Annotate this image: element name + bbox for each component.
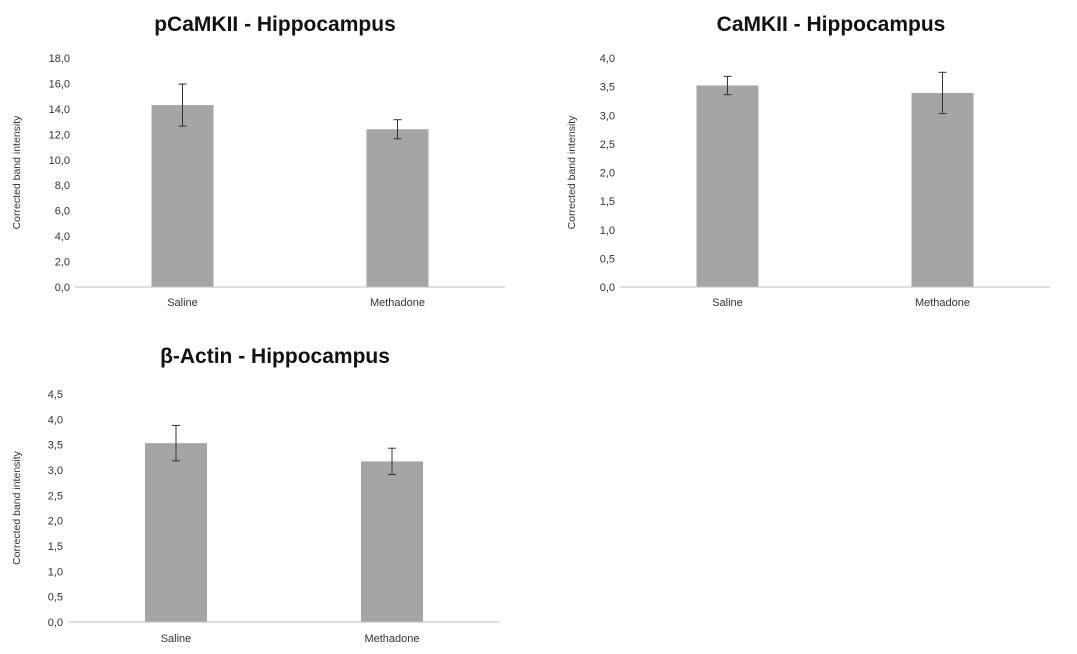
- y-tick-label: 3,0: [48, 465, 63, 477]
- category-label: Methadone: [364, 633, 419, 645]
- y-tick-label: 0,0: [55, 282, 70, 294]
- bar: [361, 461, 423, 622]
- y-tick-label: 1,5: [600, 196, 615, 208]
- y-tick-label: 4,0: [600, 53, 615, 65]
- y-axis-label: Corrected band intensity: [11, 450, 23, 565]
- y-tick-label: 0,5: [600, 253, 615, 265]
- y-axis-label: Corrected band intensity: [566, 115, 578, 230]
- chart-svg: 0,0 0,5 1,0 1,5 2,0 2,5 3,0 3,5 4,0 Corrected ban…: [566, 53, 1050, 309]
- y-axis-label: Corrected band intensity: [11, 115, 23, 230]
- chart-title: β-Actin - Hippocampus: [160, 345, 390, 368]
- y-tick-label: 8,0: [55, 180, 70, 192]
- category-label: Methadone: [370, 297, 425, 309]
- y-tick-label: 14,0: [49, 104, 70, 116]
- y-tick-label: 18,0: [49, 53, 70, 65]
- bar: [145, 443, 207, 622]
- chart-panel-camkii: CaMKII - Hippocampus 0,0 0,5 1,0 1,5 2,0 2,5 3…: [555, 0, 1077, 320]
- error-bar: [393, 119, 402, 140]
- y-tick-label: 16,0: [49, 78, 70, 90]
- y-tick-label: 3,5: [48, 440, 63, 452]
- y-tick-label: 2,0: [55, 257, 70, 269]
- category-label: Saline: [167, 297, 198, 309]
- chart-panel-pcamkii: pCaMKII - Hippocampus 0,0 2,0 4,0 6,0 8,0 10,…: [0, 0, 520, 320]
- y-tick-label: 4,0: [55, 231, 70, 243]
- y-tick-label: 0,5: [48, 592, 63, 604]
- chart-svg: 0,0 0,5 1,0 1,5 2,0 2,5 3,0 3,5 4,0 4,5 Corrected …: [11, 389, 500, 645]
- bar: [696, 85, 759, 287]
- category-label: Saline: [161, 633, 192, 645]
- chart-title: CaMKII - Hippocampus: [716, 13, 946, 36]
- bar: [911, 92, 974, 287]
- y-tick-label: 10,0: [49, 155, 70, 167]
- y-tick-label: 12,0: [49, 129, 70, 141]
- error-bar: [938, 71, 947, 115]
- error-bar: [723, 75, 732, 96]
- bar: [151, 105, 214, 287]
- y-tick-label: 2,0: [48, 516, 63, 528]
- chart-title: pCaMKII - Hippocampus: [154, 13, 396, 36]
- y-tick-label: 0,0: [600, 282, 615, 294]
- y-tick-label: 2,5: [48, 490, 63, 502]
- y-tick-label: 1,0: [48, 566, 63, 578]
- y-tick-label: 4,5: [48, 389, 63, 401]
- y-tick-label: 1,0: [600, 225, 615, 237]
- category-label: Methadone: [915, 297, 970, 309]
- error-bar: [388, 447, 396, 476]
- chart-svg: 0,0 2,0 4,0 6,0 8,0 10,0 12,0 14,0 16,0 18,0 Corre…: [11, 53, 505, 309]
- y-tick-label: 0,0: [48, 617, 63, 629]
- y-tick-label: 3,5: [600, 82, 615, 94]
- y-tick-label: 2,5: [600, 139, 615, 151]
- y-tick-label: 3,0: [600, 110, 615, 122]
- y-tick-label: 2,0: [600, 168, 615, 180]
- bar: [366, 129, 429, 287]
- y-tick-label: 6,0: [55, 206, 70, 218]
- category-label: Saline: [712, 297, 743, 309]
- y-tick-label: 1,5: [48, 541, 63, 553]
- error-bar: [172, 424, 180, 462]
- error-bar: [178, 83, 187, 127]
- y-tick-label: 4,0: [48, 414, 63, 426]
- chart-panel-beta-actin: β-Actin - Hippocampus 0,0 0,5 1,0 1,5 2,0 2,5…: [0, 335, 520, 654]
